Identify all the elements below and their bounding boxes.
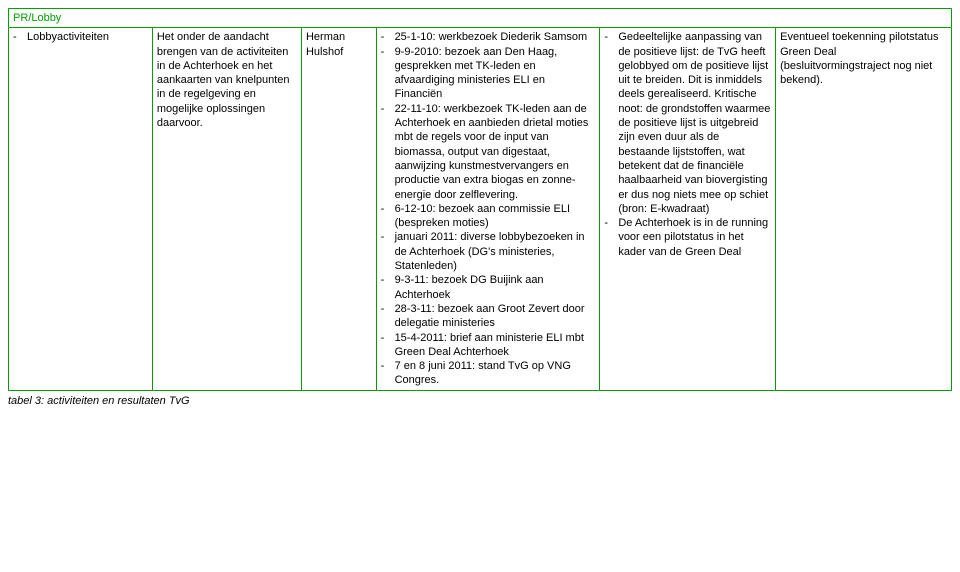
list-item: -6-12-10: bezoek aan commissie ELI (besp… [381, 202, 596, 231]
dash-icon: - [381, 202, 395, 216]
list-item: -Gedeeltelijke aanpassing van de positie… [604, 30, 771, 216]
list-item-text: De Achterhoek is in de running voor een … [618, 216, 771, 259]
activities-list: - Lobbyactiviteiten [13, 30, 148, 44]
document-table: PR/Lobby - Lobbyactiviteiten Het onder d… [8, 8, 952, 391]
results-list: -Gedeeltelijke aanpassing van de positie… [604, 30, 771, 259]
dash-icon: - [381, 273, 395, 287]
events-list: -25-1-10: werkbezoek Diederik Samsom -9-… [381, 30, 596, 387]
list-item-text: 22-11-10: werkbezoek TK-leden aan de Ach… [395, 102, 596, 202]
dash-icon: - [381, 331, 395, 345]
table-caption: tabel 3: activiteiten en resultaten TvG [8, 395, 952, 407]
list-item: -15-4-2011: brief aan ministerie ELI mbt… [381, 331, 596, 360]
list-item-text: 6-12-10: bezoek aan commissie ELI (bespr… [395, 202, 596, 231]
dash-icon: - [604, 30, 618, 44]
list-item: -7 en 8 juni 2011: stand TvG op VNG Cong… [381, 359, 596, 388]
dash-icon: - [381, 359, 395, 373]
section-title: PR/Lobby [9, 9, 952, 28]
list-item: -9-3-11: bezoek DG Buijink aan Achterhoe… [381, 273, 596, 302]
list-item-text: 25-1-10: werkbezoek Diederik Samsom [395, 30, 596, 44]
dash-icon: - [604, 216, 618, 230]
dash-icon: - [13, 30, 27, 44]
cell-person: Herman Hulshof [301, 28, 376, 390]
list-item: -22-11-10: werkbezoek TK-leden aan de Ac… [381, 102, 596, 202]
dash-icon: - [381, 45, 395, 59]
list-item: -28-3-11: bezoek aan Groot Zevert door d… [381, 302, 596, 331]
cell-activities: - Lobbyactiviteiten [9, 28, 153, 390]
list-item: -9-9-2010: bezoek aan Den Haag, gesprekk… [381, 45, 596, 102]
dash-icon: - [381, 230, 395, 244]
list-item-text: 15-4-2011: brief aan ministerie ELI mbt … [395, 331, 596, 360]
list-item-text: 7 en 8 juni 2011: stand TvG op VNG Congr… [395, 359, 596, 388]
dash-icon: - [381, 302, 395, 316]
list-item-text: 9-9-2010: bezoek aan Den Haag, gesprekke… [395, 45, 596, 102]
cell-description: Het onder de aandacht brengen van de act… [152, 28, 301, 390]
list-item-text: 9-3-11: bezoek DG Buijink aan Achterhoek [395, 273, 596, 302]
person-firstname: Herman [306, 31, 345, 43]
list-item-text: Gedeeltelijke aanpassing van de positiev… [618, 30, 771, 216]
list-item-text: 28-3-11: bezoek aan Groot Zevert door de… [395, 302, 596, 331]
table-header-row: PR/Lobby [9, 9, 952, 28]
cell-results: -Gedeeltelijke aanpassing van de positie… [600, 28, 776, 390]
list-item: -januari 2011: diverse lobbybezoeken in … [381, 230, 596, 273]
list-item: - Lobbyactiviteiten [13, 30, 148, 44]
dash-icon: - [381, 30, 395, 44]
list-item-text: januari 2011: diverse lobbybezoeken in d… [395, 230, 596, 273]
list-item: -De Achterhoek is in de running voor een… [604, 216, 771, 259]
list-item-text: Lobbyactiviteiten [27, 30, 148, 44]
cell-events: -25-1-10: werkbezoek Diederik Samsom -9-… [376, 28, 600, 390]
table-row: - Lobbyactiviteiten Het onder de aandach… [9, 28, 952, 390]
cell-outcome: Eventueel toekenning pilotstatus Green D… [776, 28, 952, 390]
person-lastname: Hulshof [306, 46, 343, 58]
dash-icon: - [381, 102, 395, 116]
list-item: -25-1-10: werkbezoek Diederik Samsom [381, 30, 596, 44]
